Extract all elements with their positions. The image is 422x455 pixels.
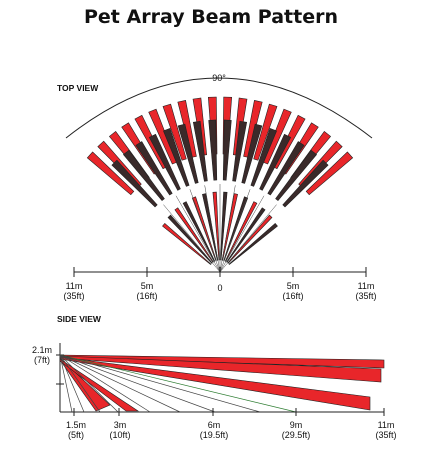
top-view-heading: TOP VIEW	[57, 83, 99, 93]
outer-beam	[162, 103, 187, 161]
middle-beam	[192, 120, 208, 182]
floor-ray	[59, 354, 73, 413]
side-tick-label-3m: 3m	[114, 420, 127, 430]
coverage-arc	[65, 77, 373, 139]
top-tick-label-right-35ft: (35ft)	[355, 291, 376, 301]
middle-beam	[222, 119, 232, 181]
outer-beam	[86, 151, 135, 196]
side-tick-label-9m: 9m	[290, 420, 303, 430]
floor-ray	[59, 354, 261, 413]
top-tick-label-zero: 0	[217, 283, 222, 293]
outer-beam	[177, 100, 197, 158]
floor-ray	[59, 354, 101, 413]
ray-line	[175, 195, 221, 273]
middle-beam	[275, 149, 318, 202]
floor-ray	[59, 354, 216, 413]
middle-beam	[282, 159, 329, 208]
floor-ray	[59, 354, 151, 413]
middle-beam	[267, 141, 305, 196]
top-tick-label-left-11m: 11m	[66, 281, 83, 291]
angle-label: 90°	[212, 73, 226, 83]
top-tick-label-right-11m: 11m	[358, 281, 375, 291]
side-tick-label-1-5m: 1.5m	[66, 420, 86, 430]
outer-beam	[243, 100, 263, 158]
ray-line	[219, 189, 251, 273]
side-tick-label-10ft: (10ft)	[109, 430, 130, 440]
inner-beam	[167, 214, 213, 264]
side-height-ft: (7ft)	[34, 355, 50, 365]
ray-line	[219, 204, 277, 273]
short-beam-2	[59, 358, 139, 412]
outer-beam	[263, 108, 292, 165]
top-view-ticks	[73, 267, 367, 277]
top-tick-label-right-16ft: (16ft)	[282, 291, 303, 301]
top-tick-label-left-16ft: (16ft)	[136, 291, 157, 301]
ray-line	[219, 185, 236, 273]
side-tick-label-35ft: (35ft)	[375, 430, 396, 440]
side-view-heading: SIDE VIEW	[57, 314, 102, 324]
ray-line	[189, 189, 221, 273]
middle-beam	[208, 119, 218, 181]
floor-ray	[59, 354, 119, 413]
inner-beam	[220, 191, 228, 261]
inner-beam	[174, 207, 214, 263]
inner-beam	[212, 191, 220, 261]
page-title: Pet Array Beam Pattern	[84, 6, 338, 28]
ray-line	[219, 195, 265, 273]
side-tick-label-11m: 11m	[378, 420, 395, 430]
middle-beam	[111, 159, 158, 208]
side-view-beams	[59, 354, 385, 413]
outer-beam	[253, 103, 278, 161]
inner-beam	[182, 201, 216, 262]
ray-line	[163, 204, 221, 273]
side-tick-label-19-5ft: (19.5ft)	[200, 430, 229, 440]
outer-beam	[148, 108, 177, 165]
top-tick-label-right-5m: 5m	[287, 281, 300, 291]
inner-beam	[162, 222, 212, 265]
inner-beam	[227, 214, 273, 264]
floor-ray	[59, 354, 181, 413]
middle-beam	[163, 128, 190, 187]
inner-beam	[224, 201, 258, 262]
middle-beam	[177, 123, 199, 184]
middle-beam	[135, 141, 173, 196]
outer-beam	[305, 151, 354, 196]
inner-beam	[226, 207, 266, 263]
middle-beam	[148, 133, 181, 191]
top-tick-label-left-35ft: (35ft)	[63, 291, 84, 301]
side-tick-label-29-5ft: (29.5ft)	[282, 430, 311, 440]
middle-beam	[241, 123, 263, 184]
inner-beam	[228, 222, 278, 265]
middle-beam	[232, 120, 248, 182]
side-tick-label-5ft: (5ft)	[68, 430, 84, 440]
middle-beam	[122, 149, 165, 202]
top-tick-label-left-5m: 5m	[141, 281, 154, 291]
middle-beam	[259, 133, 292, 191]
side-tick-label-6m: 6m	[208, 420, 221, 430]
floor-ray	[59, 354, 85, 413]
floor-ray	[59, 354, 297, 413]
side-height-m: 2.1m	[32, 345, 52, 355]
top-view-beams	[86, 96, 354, 273]
middle-beam	[250, 128, 277, 187]
ray-line	[204, 185, 221, 273]
side-view-ticks	[73, 408, 385, 416]
